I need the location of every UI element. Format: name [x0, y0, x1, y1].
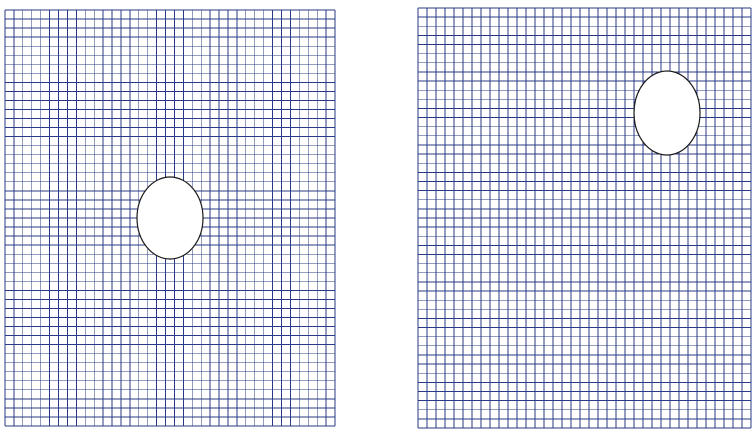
hole-ellipse	[136, 176, 204, 260]
hole-ellipse	[633, 70, 701, 156]
left-grid-panel	[4, 9, 336, 427]
grid-mesh	[417, 7, 752, 429]
right-grid-panel	[417, 7, 752, 429]
grid-lines	[417, 7, 752, 429]
